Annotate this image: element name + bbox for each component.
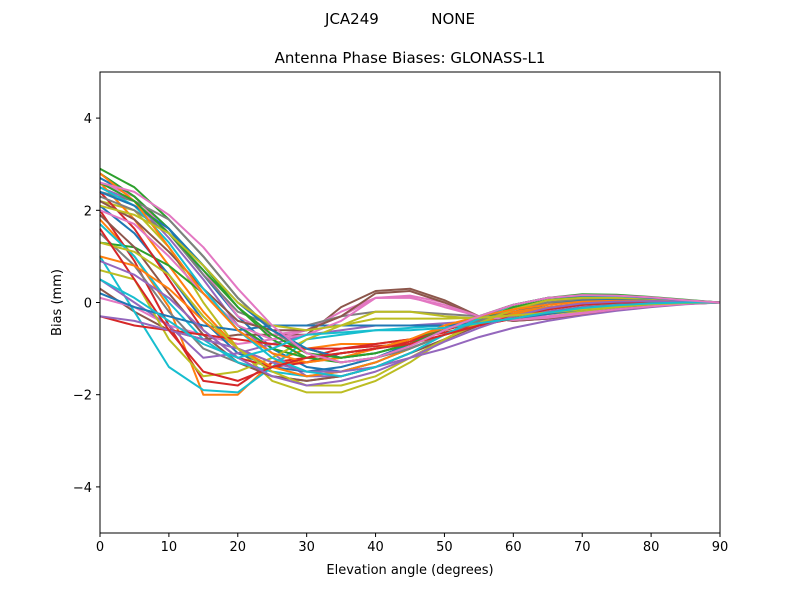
series-line-37 — [99, 278, 720, 359]
series-line-38 — [99, 181, 721, 364]
x-tick-label: 70 — [574, 540, 591, 555]
x-tick-label: 30 — [298, 540, 315, 555]
y-axis-label: Bias (mm) — [50, 269, 65, 336]
x-tick-label: 60 — [505, 540, 522, 555]
y-tick-label: 2 — [84, 204, 92, 219]
x-tick-label: 80 — [643, 540, 660, 555]
y-tick-label: 4 — [84, 112, 92, 127]
x-tick-label: 10 — [161, 540, 178, 555]
series-line-36 — [99, 204, 721, 332]
x-axis-label: Elevation angle (degrees) — [326, 563, 493, 578]
series-layer — [99, 167, 721, 396]
x-tick-label: 20 — [230, 540, 247, 555]
x-tick-label: 90 — [712, 540, 729, 555]
y-tick-label: −2 — [73, 389, 92, 404]
series-line-12 — [99, 181, 721, 364]
chart-title: Antenna Phase Biases: GLONASS-L1 — [275, 49, 546, 67]
y-tick-label: 0 — [84, 297, 92, 312]
chart-suptitle: JCA249 NONE — [324, 10, 475, 28]
plot-frame — [99, 71, 721, 534]
tick-layer: 0 10 20 30 40 50 60 70 80 90 −4 −2 0 2 4 — [73, 112, 728, 555]
series-line-35 — [99, 260, 721, 387]
x-tick-label: 50 — [436, 540, 453, 555]
y-tick-label: −4 — [73, 481, 92, 496]
x-tick-label: 0 — [96, 540, 104, 555]
x-tick-label: 40 — [367, 540, 384, 555]
